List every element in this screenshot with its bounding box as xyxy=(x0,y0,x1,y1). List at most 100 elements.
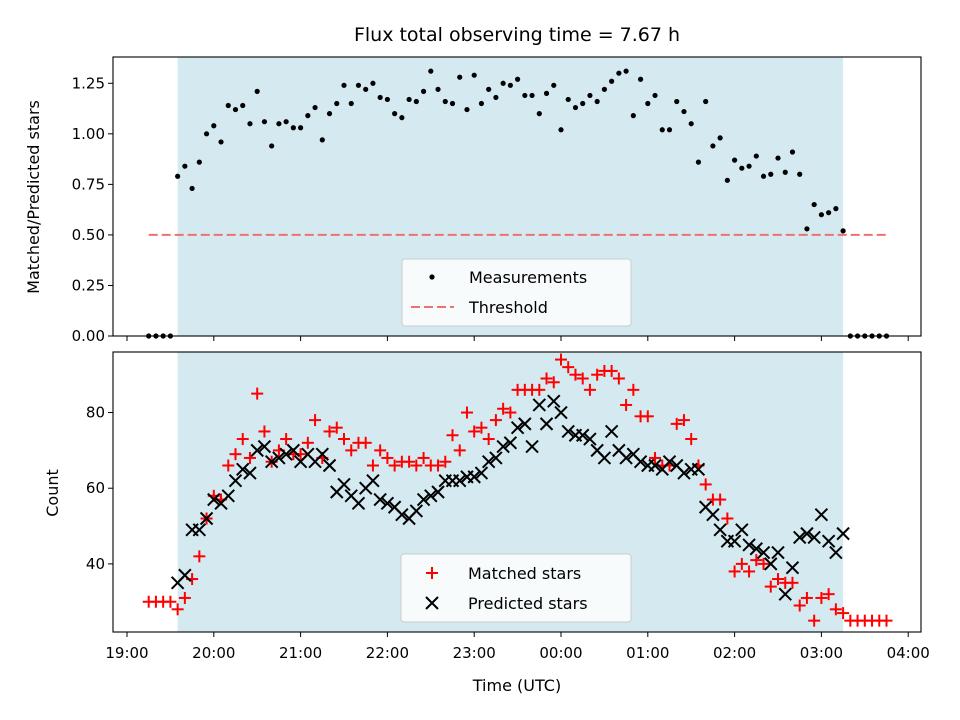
top-panel: Flux total observing time = 7.67 h 0.00 0… xyxy=(24,24,922,345)
measurement-point xyxy=(211,123,217,129)
matched-star-point xyxy=(641,410,654,423)
top-y-tick-label: 0.00 xyxy=(72,327,105,345)
measurement-point xyxy=(478,100,485,107)
predicted-star-point xyxy=(257,439,272,454)
legend-predicted-label: Predicted stars xyxy=(468,594,588,613)
predicted-star-point xyxy=(792,530,807,545)
predicted-star-point xyxy=(677,466,691,480)
top-y-tick-label: 0.25 xyxy=(72,276,105,294)
measurement-point xyxy=(811,201,817,208)
matched-star-point xyxy=(482,433,495,446)
measurement-point xyxy=(746,163,752,169)
predicted-star-point xyxy=(453,473,467,488)
predicted-star-point xyxy=(272,451,286,465)
top-y-tick-label: 0.75 xyxy=(72,175,105,193)
top-legend-box xyxy=(401,258,632,327)
matched-star-point xyxy=(677,414,690,427)
measurement-point xyxy=(341,82,347,88)
bottom-x-tick-label: 20:00 xyxy=(192,644,235,662)
measurement-point xyxy=(739,165,745,171)
measurement-point xyxy=(688,121,694,127)
matched-star-point xyxy=(772,573,784,586)
measurement-point xyxy=(435,86,441,92)
measurement-point xyxy=(818,212,825,218)
measurement-point xyxy=(355,82,362,88)
matched-star-point xyxy=(366,459,379,472)
predicted-star-point xyxy=(250,443,264,458)
bottom-x-tick-label: 23:00 xyxy=(453,644,496,662)
measurement-point xyxy=(196,159,202,165)
measurement-point xyxy=(175,173,181,179)
measurement-points xyxy=(146,68,890,339)
legend-predicted-marker xyxy=(425,596,439,610)
matched-star-point xyxy=(837,607,850,620)
top-plot-frame xyxy=(112,56,922,337)
predicted-star-point xyxy=(351,496,366,511)
measurement-point xyxy=(724,177,730,183)
matched-star-point xyxy=(880,614,893,627)
measurement-point xyxy=(637,76,644,82)
matched-star-point xyxy=(417,451,430,464)
matched-star-point xyxy=(743,565,756,578)
measurement-point xyxy=(674,98,680,105)
matched-star-point xyxy=(555,353,567,366)
matched-star-point xyxy=(460,406,473,419)
predicted-star-point xyxy=(749,542,764,556)
measurement-point xyxy=(312,104,318,111)
bottom-legend: Matched stars Predicted stars xyxy=(400,553,632,623)
matched-star-point xyxy=(786,576,799,589)
predicted-star-point xyxy=(713,523,727,537)
measurement-point xyxy=(305,113,311,119)
predicted-star-point xyxy=(264,455,279,469)
matched-star-point xyxy=(612,372,625,385)
measurement-point xyxy=(515,76,521,82)
predicted-star-point xyxy=(337,477,351,492)
bottom-y-tick-label: 80 xyxy=(86,404,105,422)
bottom-x-tick-label: 21:00 xyxy=(279,644,322,662)
measurement-point xyxy=(420,88,427,94)
matched-star-point xyxy=(446,429,459,442)
matched-star-point xyxy=(236,433,249,446)
matched-star-point xyxy=(569,368,582,381)
measurement-point xyxy=(572,104,579,111)
measurement-point xyxy=(717,135,723,141)
matched-star-point xyxy=(649,451,662,464)
matched-star-point xyxy=(323,425,336,438)
measurement-point xyxy=(775,155,781,161)
measurement-point xyxy=(536,111,542,117)
measurement-point xyxy=(753,153,759,159)
predicted-star-point xyxy=(192,523,207,537)
top-y-tick-label: 1.25 xyxy=(72,74,105,92)
matched-star-point xyxy=(829,603,842,616)
top-y-tick-label: 0.50 xyxy=(72,226,105,244)
top-y-axis-label: Matched/Predicted stars xyxy=(24,100,43,294)
legend-threshold-label: Threshold xyxy=(468,298,548,317)
measurement-point xyxy=(768,171,774,177)
predicted-star-point xyxy=(236,462,250,477)
measurement-point xyxy=(522,92,528,99)
measurement-point xyxy=(551,82,557,88)
measurement-point xyxy=(225,102,231,109)
measurement-point xyxy=(413,98,419,105)
measurement-point xyxy=(760,173,767,179)
predicted-star-point xyxy=(800,526,814,541)
predicted-star-point xyxy=(532,398,547,412)
bottom-x-axis-ticks: 19:00 20:00 21:00 22:00 23:00 00:00 01:00 02:00… xyxy=(105,632,930,662)
measurement-point xyxy=(269,143,275,149)
top-y-tick-label: 1.00 xyxy=(72,125,105,143)
top-chart-title: Flux total observing time = 7.67 h xyxy=(354,24,680,46)
matched-star-point xyxy=(547,376,560,389)
matched-star-point xyxy=(540,372,553,385)
predicted-star-point xyxy=(648,458,662,473)
matched-star-point xyxy=(345,444,358,457)
measurement-point xyxy=(789,149,796,155)
measurement-point xyxy=(283,119,289,125)
predicted-star-point xyxy=(583,432,597,446)
measurement-point xyxy=(529,92,535,99)
matched-star-point xyxy=(251,387,264,400)
measurement-point xyxy=(558,127,564,133)
predicted-star-point xyxy=(380,496,395,511)
matched-star-point xyxy=(620,398,633,411)
measurement-point xyxy=(189,185,195,192)
